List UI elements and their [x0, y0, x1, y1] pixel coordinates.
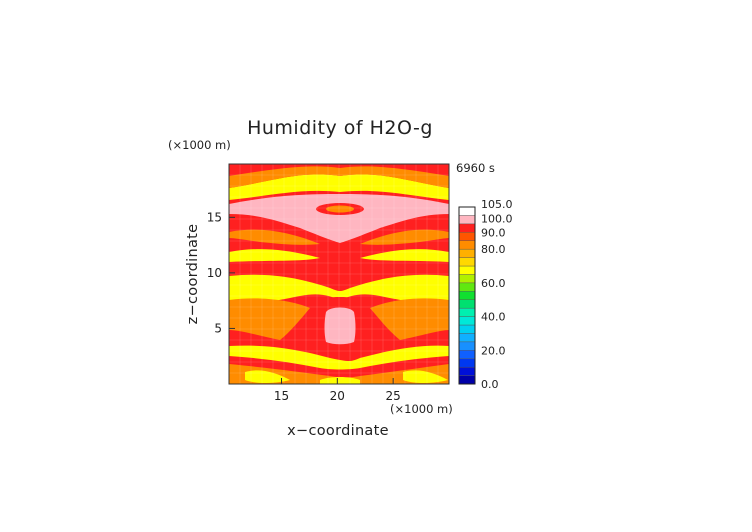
colorbar-segment: [458, 358, 476, 368]
colorbar-tick-label: 80.0: [481, 243, 506, 256]
colorbar-segment: [458, 274, 476, 284]
colorbar-segment: [458, 333, 476, 343]
colorbar-segment: [458, 248, 476, 258]
upper-orange-band: [229, 166, 449, 188]
time-label: 6960 s: [456, 161, 495, 175]
colorbar-segment: [458, 206, 476, 216]
x-tick-label: 15: [274, 389, 289, 403]
colorbar-segment: [458, 291, 476, 300]
colorbar-segment: [458, 282, 476, 292]
x-axis-label: x−coordinate: [287, 423, 389, 439]
colorbar-segment: [458, 240, 476, 250]
y-tick-label: 10: [207, 266, 222, 280]
z-unit-label: (×1000 m): [168, 138, 231, 152]
colorbar-segment: [458, 215, 476, 225]
lower-yellow-band: [229, 345, 449, 370]
colorbar-segment: [458, 375, 476, 385]
mid-orange-streaks: [229, 229, 449, 245]
colorbar-segment: [458, 299, 476, 309]
upper-yellow-band: [229, 174, 449, 200]
y-tick-label: 5: [214, 321, 222, 335]
colorbar-tick-label: 60.0: [481, 277, 506, 290]
heatmap-field: [229, 166, 449, 384]
x-tick-label: 25: [386, 389, 401, 403]
x-tick-label: 20: [330, 389, 345, 403]
colorbar-frame: [458, 206, 476, 385]
colorbar-segment: [458, 232, 476, 241]
central-yellow-band: [229, 274, 449, 306]
colorbar-segment: [458, 324, 476, 334]
central-orange-plume: [229, 298, 449, 340]
upper-pink-region: [229, 194, 449, 243]
colorbar-segment: [458, 265, 476, 275]
x-unit-label: (×1000 m): [390, 402, 453, 416]
y-axis-ticks: 5 10 15: [207, 210, 235, 335]
colorbar-tick-label: 90.0: [481, 226, 506, 239]
x-axis-ticks: 15 20 25: [274, 378, 401, 403]
mid-yellow-streaks: [229, 249, 449, 262]
upper-orange-core: [326, 205, 354, 213]
chart-title: Humidity of H2O-g: [247, 117, 433, 139]
y-axis-label: z−coordinate: [185, 224, 201, 325]
colorbar-tick-label: 20.0: [481, 344, 506, 357]
colorbar-segment: [458, 341, 476, 351]
colorbar-segment: [458, 366, 476, 376]
colorbar-segment: [458, 350, 476, 359]
colorbar-tick-label: 0.0: [481, 378, 499, 391]
plot-frame: [228, 163, 450, 385]
colorbar-segment: [458, 307, 476, 317]
plot-grid: [229, 164, 449, 384]
colorbar-tick-label: 40.0: [481, 311, 506, 324]
bottom-yellow-patches: [245, 370, 448, 384]
colorbar-tick-label: 105.0: [481, 198, 513, 211]
plot-area: 15 20 25 5 10 15: [207, 163, 450, 403]
colorbar-tick-label: 100.0: [481, 212, 513, 225]
colorbar-segment: [458, 316, 476, 326]
colorbar-segment: [458, 257, 476, 267]
colorbar-segment: [458, 223, 476, 233]
y-tick-label: 15: [207, 210, 222, 224]
central-pink-plume: [324, 307, 356, 345]
